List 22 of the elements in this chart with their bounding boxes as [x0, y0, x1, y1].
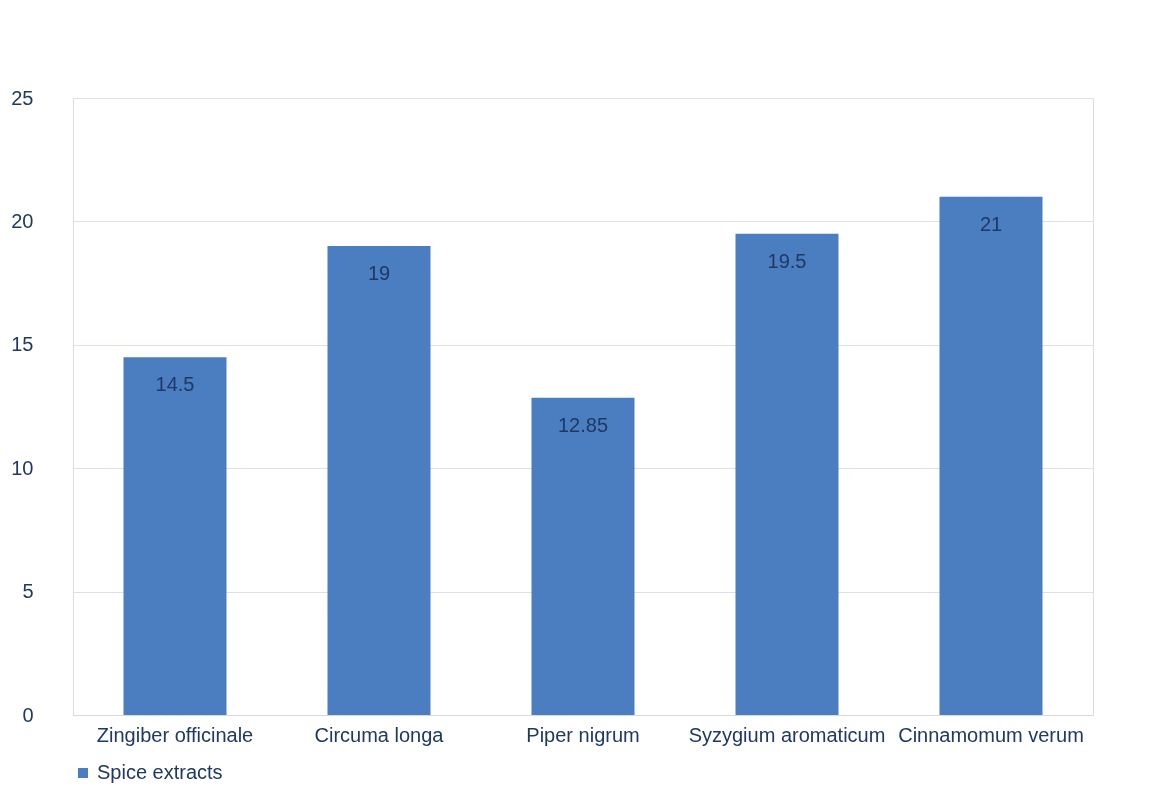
- x-tick-label: Piper nigrum: [526, 723, 640, 746]
- bar: [735, 233, 839, 715]
- y-tick-label: 20: [11, 209, 34, 232]
- y-tick-label: 0: [22, 703, 34, 726]
- y-tick-label: 25: [11, 86, 34, 109]
- bar: [327, 246, 431, 715]
- data-label: 21: [979, 212, 1003, 235]
- legend-label: Spice extracts: [97, 761, 223, 783]
- x-tick-label: Zingiber officinale: [96, 723, 254, 746]
- y-tick-label: 15: [11, 333, 34, 356]
- data-label: 12.85: [557, 413, 609, 436]
- bar: [123, 357, 227, 715]
- data-label: 19.5: [767, 249, 807, 272]
- y-tick-label: 5: [22, 580, 34, 603]
- data-label: 19: [367, 262, 391, 285]
- bar: [939, 196, 1043, 715]
- x-tick-label: Syzygium aromaticum: [688, 723, 886, 746]
- x-tick-label: Cinnamomum verum: [898, 723, 1084, 746]
- y-tick-label: 10: [11, 456, 34, 479]
- bar: [531, 397, 635, 715]
- x-tick-label: Circuma longa: [314, 723, 445, 746]
- data-label: 14.5: [155, 373, 195, 396]
